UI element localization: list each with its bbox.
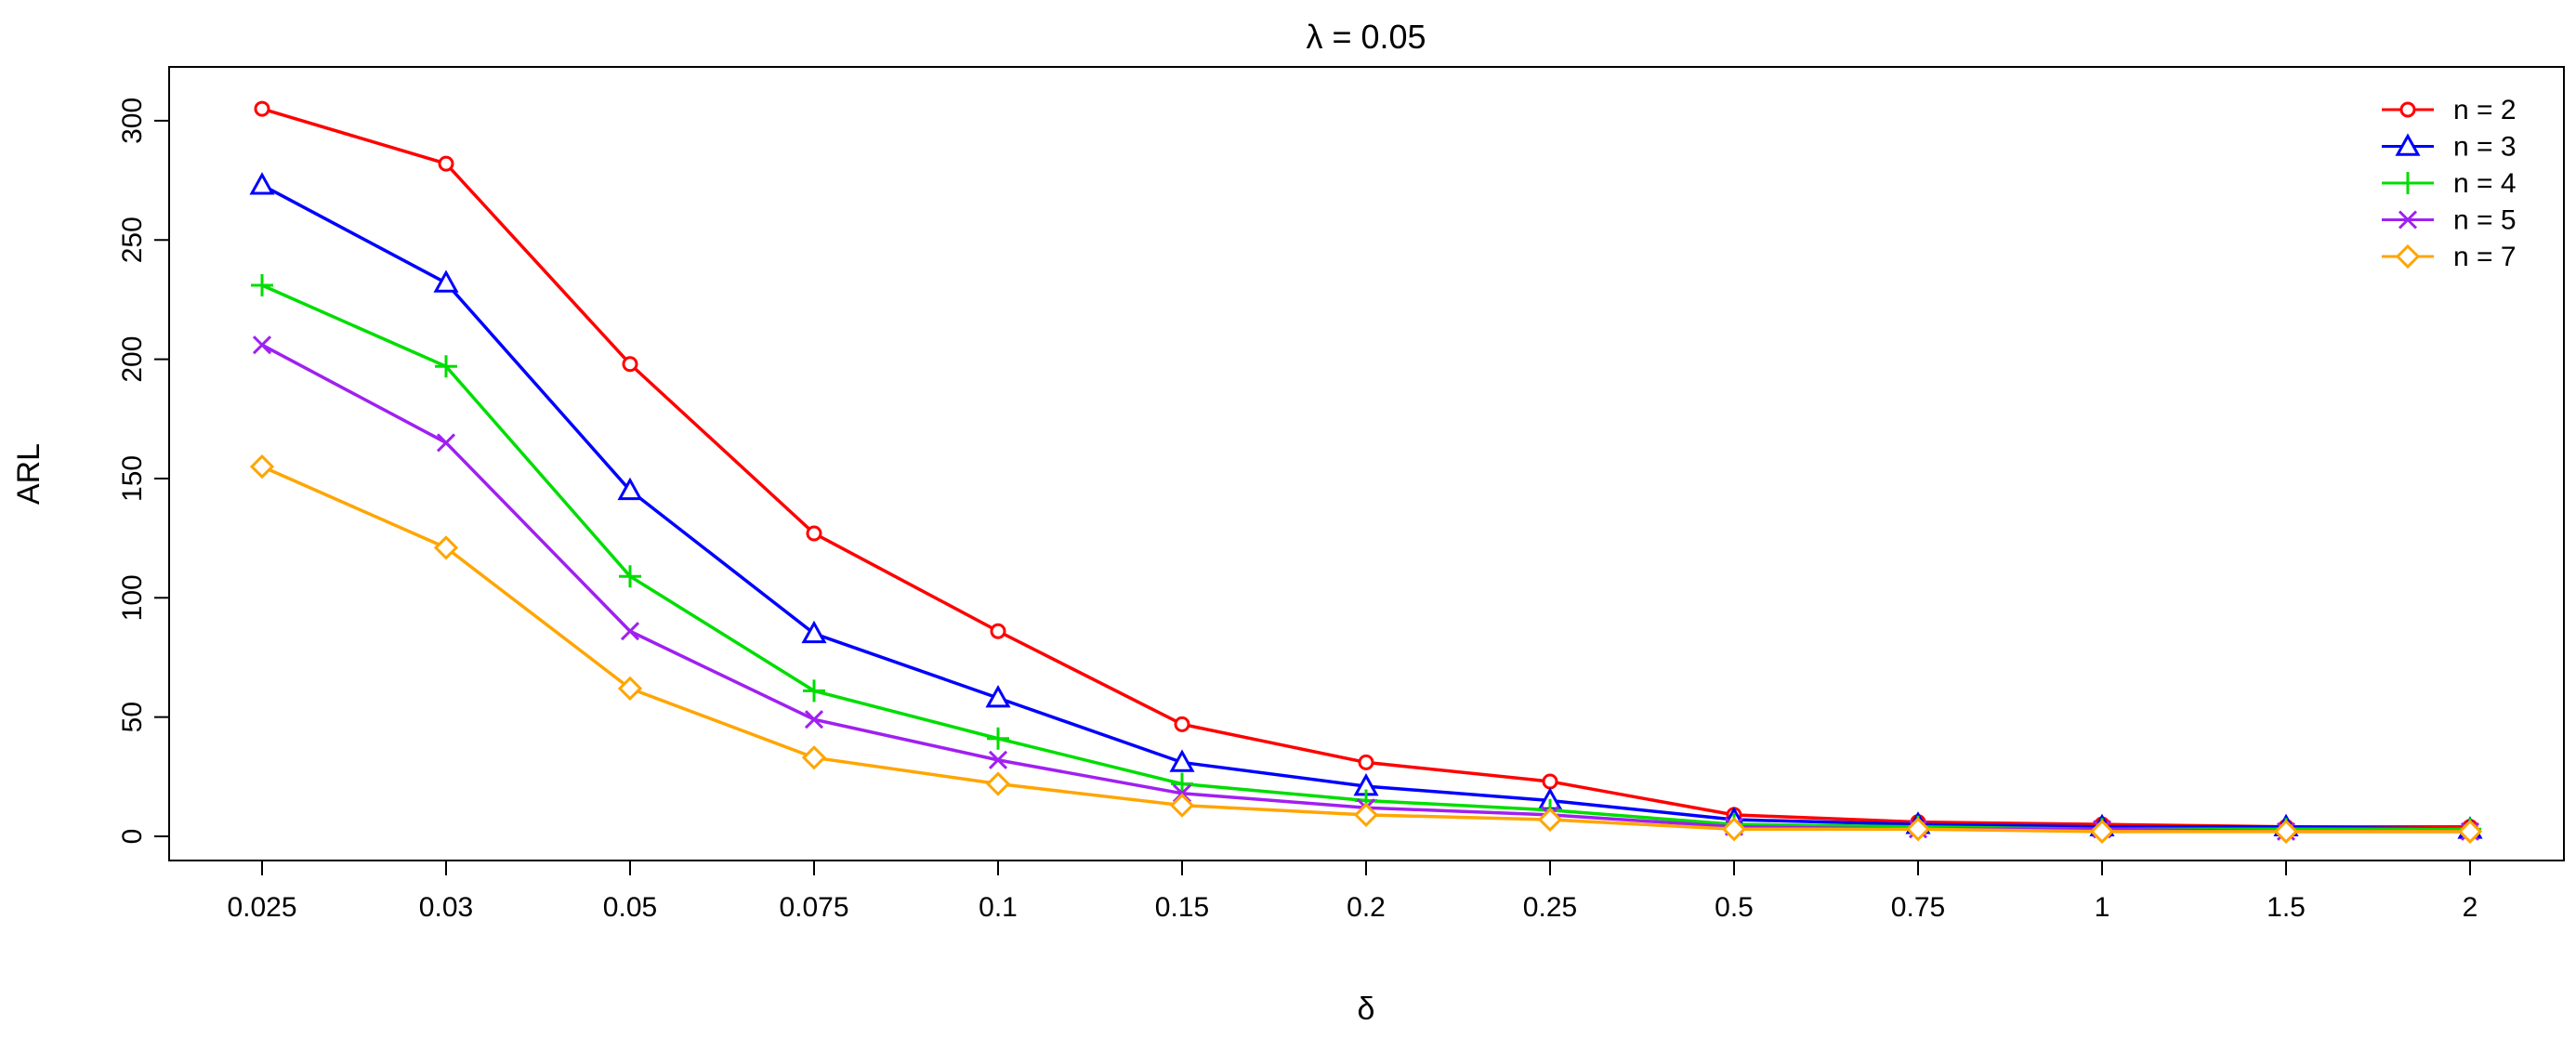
y-tick-label: 150 — [117, 455, 148, 502]
data-point — [1721, 817, 1747, 842]
data-point — [438, 155, 454, 172]
data-point — [1171, 772, 1193, 795]
y-axis: 0 50 100 150 200 250 300 — [117, 98, 170, 845]
data-point — [987, 727, 1009, 750]
series-5 — [249, 453, 2483, 844]
series-layer — [249, 100, 2483, 844]
data-point — [435, 355, 457, 378]
x-tick-label: 0.75 — [1891, 892, 1945, 923]
legend-label: n = 5 — [2453, 205, 2517, 236]
data-point — [803, 679, 825, 703]
data-point — [2273, 819, 2299, 844]
y-axis-label: ARL — [11, 443, 46, 505]
data-point — [619, 565, 641, 588]
y-tick-label: 0 — [117, 829, 148, 845]
data-point — [249, 172, 275, 195]
legend-entry: n = 3 — [2382, 132, 2517, 163]
legend-marker — [2395, 133, 2421, 156]
data-point — [1905, 817, 1931, 842]
y-tick-label: 250 — [117, 217, 148, 263]
data-point — [804, 710, 824, 729]
legend: n = 2 n = 3 n = 4 n = 5 n = 7 — [2382, 95, 2517, 272]
data-point — [617, 676, 643, 701]
y-tick-label: 100 — [117, 574, 148, 621]
legend-marker — [2397, 172, 2419, 194]
x-tick-label: 0.25 — [1523, 892, 1577, 923]
data-point — [1353, 802, 1379, 828]
legend-entry: n = 5 — [2382, 205, 2517, 236]
chart-title: λ = 0.05 — [1306, 18, 1426, 56]
legend-label: n = 3 — [2453, 132, 2517, 163]
y-tick-label: 50 — [117, 702, 148, 732]
data-point — [801, 620, 827, 644]
x-tick-label: 0.05 — [603, 892, 657, 923]
data-point — [251, 274, 273, 297]
x-axis-label: δ — [1358, 992, 1375, 1027]
data-point — [990, 623, 1006, 639]
data-point — [433, 269, 459, 293]
legend-label: n = 4 — [2453, 168, 2517, 199]
data-point — [801, 745, 827, 770]
legend-marker — [2398, 210, 2418, 230]
x-tick-label: 0.5 — [1715, 892, 1754, 923]
data-point — [254, 100, 270, 117]
data-point — [2089, 819, 2115, 844]
legend-label: n = 2 — [2453, 95, 2517, 125]
data-point — [249, 453, 275, 480]
x-tick-label: 1.5 — [2267, 892, 2306, 923]
data-point — [806, 525, 822, 542]
x-tick-label: 0.025 — [227, 892, 296, 923]
data-point — [620, 622, 640, 641]
data-point — [1537, 807, 1563, 833]
x-tick-label: 0.1 — [979, 892, 1018, 923]
x-tick-label: 0.03 — [419, 892, 473, 923]
legend-entry: n = 4 — [2382, 168, 2517, 199]
x-tick-label: 2 — [2463, 892, 2478, 923]
data-point — [252, 335, 272, 355]
x-tick-label: 0.2 — [1347, 892, 1386, 923]
legend-marker — [2395, 243, 2421, 269]
data-point — [985, 771, 1011, 796]
data-point — [1169, 749, 1195, 772]
y-tick-label: 200 — [117, 336, 148, 383]
data-point — [988, 750, 1008, 769]
data-point — [1358, 754, 1374, 770]
data-point — [2457, 819, 2483, 844]
data-point — [1169, 793, 1195, 818]
legend-entry: n = 2 — [2382, 95, 2517, 125]
x-axis: 0.025 0.03 0.05 0.075 0.1 0.15 0.2 0.25 0.5 0.75 1… — [227, 860, 2478, 923]
data-point — [1542, 773, 1558, 790]
y-tick-label: 300 — [117, 98, 148, 144]
x-tick-label: 1 — [2095, 892, 2110, 923]
legend-label: n = 7 — [2453, 242, 2517, 272]
data-point — [1174, 716, 1190, 732]
data-point — [985, 685, 1011, 708]
legend-entry: n = 7 — [2382, 242, 2517, 272]
data-point — [622, 356, 638, 373]
x-tick-label: 0.15 — [1155, 892, 1209, 923]
legend-marker — [2399, 101, 2416, 118]
data-point — [617, 477, 643, 501]
data-point — [433, 535, 459, 560]
data-point — [436, 433, 456, 453]
x-tick-label: 0.075 — [779, 892, 848, 923]
